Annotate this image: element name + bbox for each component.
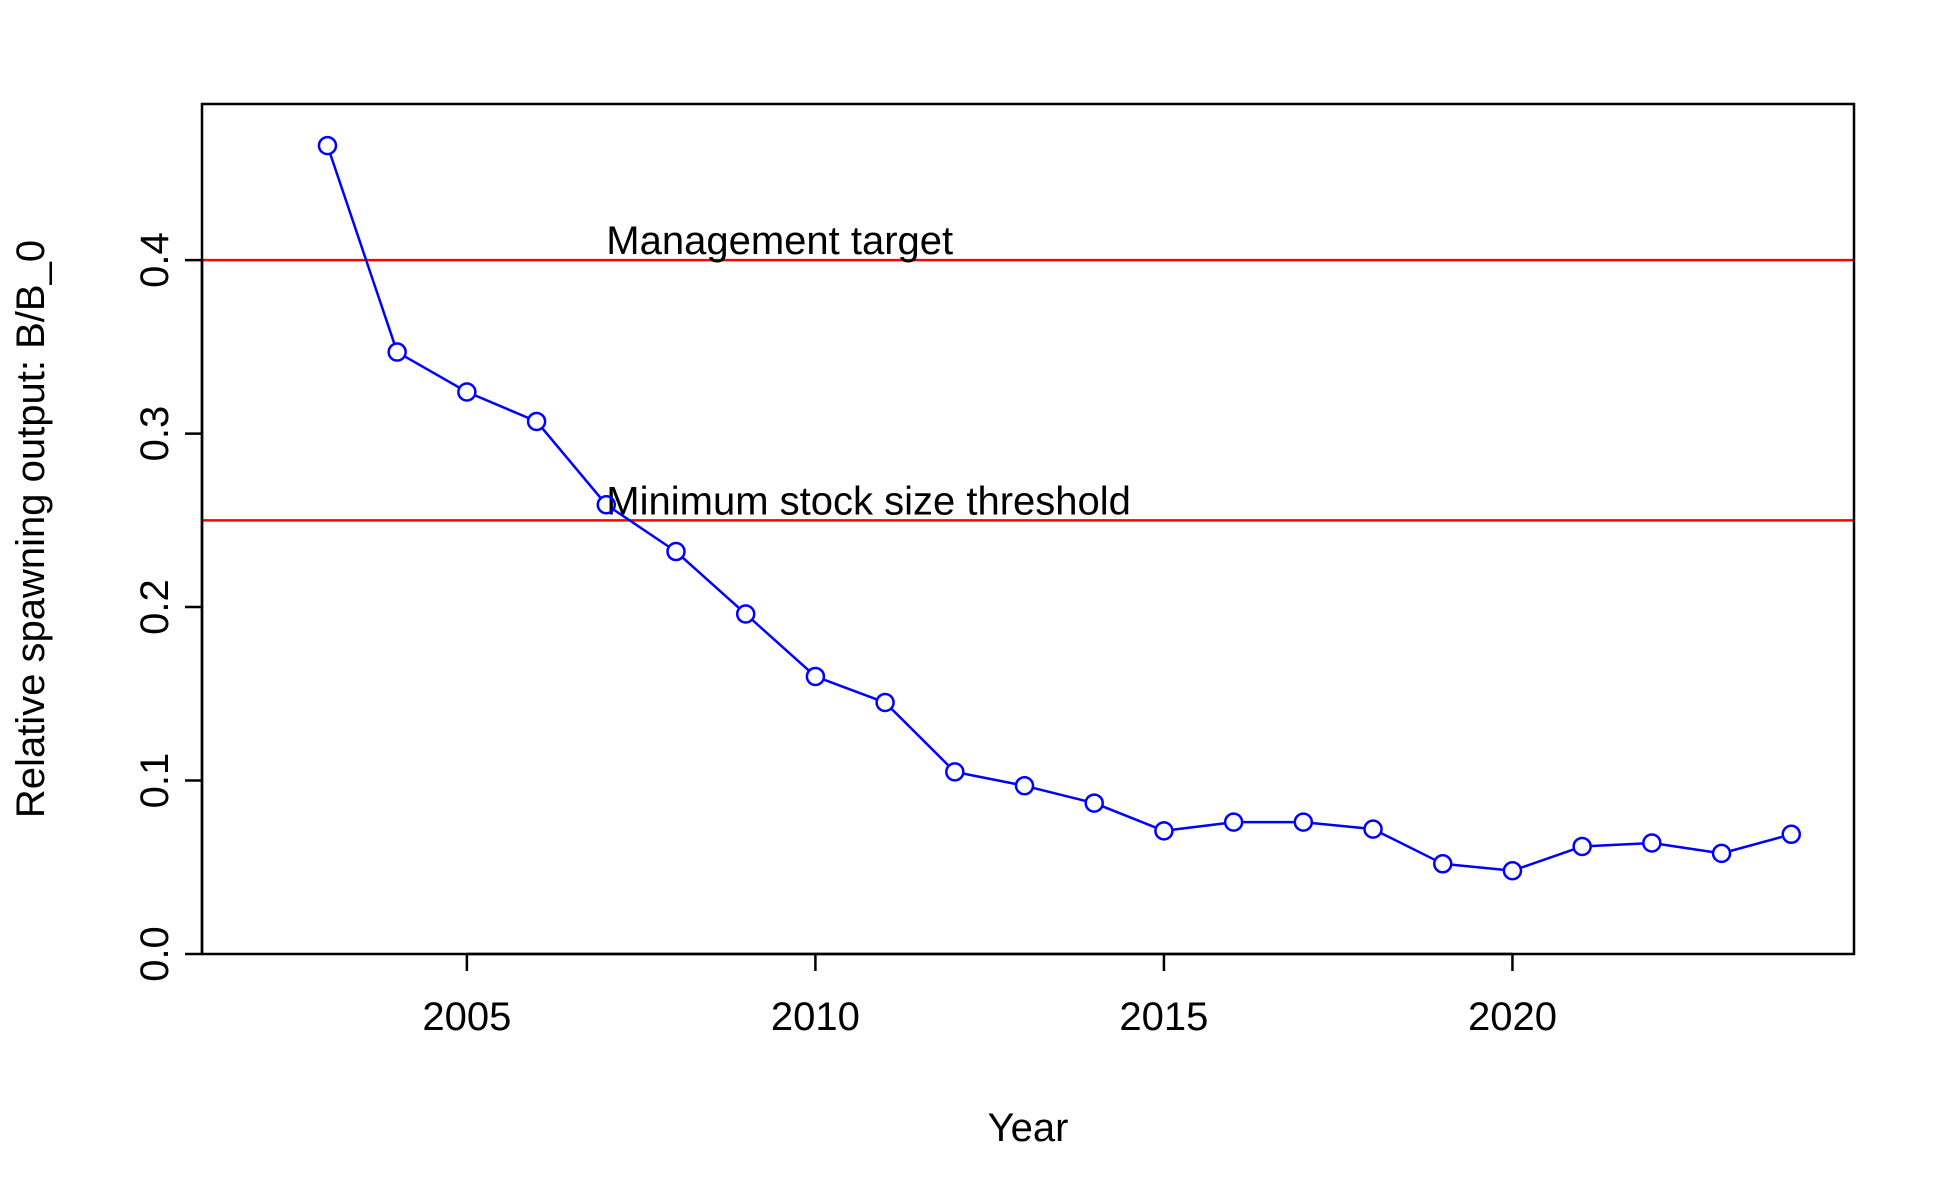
data-series: [317, 135, 1802, 881]
series-line-segment: [682, 556, 740, 609]
data-point: [875, 692, 895, 713]
reference-lines: Management target Minimum stock size thre…: [202, 219, 1854, 523]
reference-label: Management target: [606, 219, 953, 263]
data-point: [1781, 824, 1802, 845]
series-line-segment: [613, 508, 669, 548]
data-point: [1572, 836, 1592, 857]
x-axis: 2005 2010 2015 2020: [422, 952, 1557, 1039]
series-line-segment: [1312, 821, 1364, 830]
y-axis: 0.0 0.1 0.2 0.3 0.4: [133, 232, 204, 982]
series-line-segment: [823, 678, 877, 701]
plot-frame: [200, 102, 1856, 956]
series-line-segment: [404, 355, 460, 389]
data-point: [735, 604, 756, 624]
series-line-segment: [1102, 805, 1156, 829]
y-tick-label: 0.1: [133, 753, 177, 809]
data-point: [1293, 812, 1314, 832]
series-line-segment: [475, 394, 529, 419]
data-point: [526, 411, 547, 432]
series-line-segment: [1730, 835, 1783, 853]
y-tick-label: 0.2: [133, 579, 177, 635]
x-tick-label: 2015: [1119, 995, 1208, 1039]
series-line-segment: [541, 427, 602, 499]
data-point: [457, 382, 477, 402]
series-line-segment: [329, 154, 396, 344]
data-point: [1642, 833, 1662, 853]
reference-label: Minimum stock size threshold: [606, 479, 1131, 523]
data-point: [596, 494, 617, 515]
series-line-segment: [1521, 848, 1574, 869]
x-tick-label: 2010: [771, 995, 860, 1039]
data-point: [1154, 821, 1174, 841]
data-point: [666, 541, 686, 562]
series-line-segment: [1173, 822, 1225, 831]
y-axis-title: Relative spawning output: B/B_0: [9, 240, 53, 818]
series-line-segment: [1452, 863, 1504, 872]
y-tick-label: 0.3: [133, 406, 177, 462]
series-line-segment: [963, 772, 1016, 786]
data-point: [317, 135, 338, 156]
data-point: [1014, 775, 1035, 796]
x-tick-label: 2005: [422, 995, 511, 1039]
data-point: [1502, 860, 1523, 881]
series-line-segment: [1033, 786, 1086, 803]
data-point: [1223, 812, 1244, 832]
series-line-segment: [1661, 843, 1713, 854]
data-point: [1084, 793, 1104, 813]
series-line-segment: [890, 708, 949, 767]
y-tick-label: 0.0: [133, 926, 177, 982]
x-tick-label: 2020: [1468, 995, 1557, 1039]
data-point: [1711, 843, 1732, 864]
data-point: [945, 762, 965, 782]
data-point: [387, 342, 407, 362]
data-point: [805, 666, 826, 687]
series-line-segment: [1591, 842, 1643, 848]
series-line-segment: [751, 619, 810, 672]
x-axis-title: Year: [988, 1106, 1069, 1150]
data-point: [1363, 819, 1383, 839]
y-tick-label: 0.4: [133, 232, 177, 288]
data-point: [1432, 854, 1453, 874]
series-line-segment: [1380, 832, 1435, 861]
